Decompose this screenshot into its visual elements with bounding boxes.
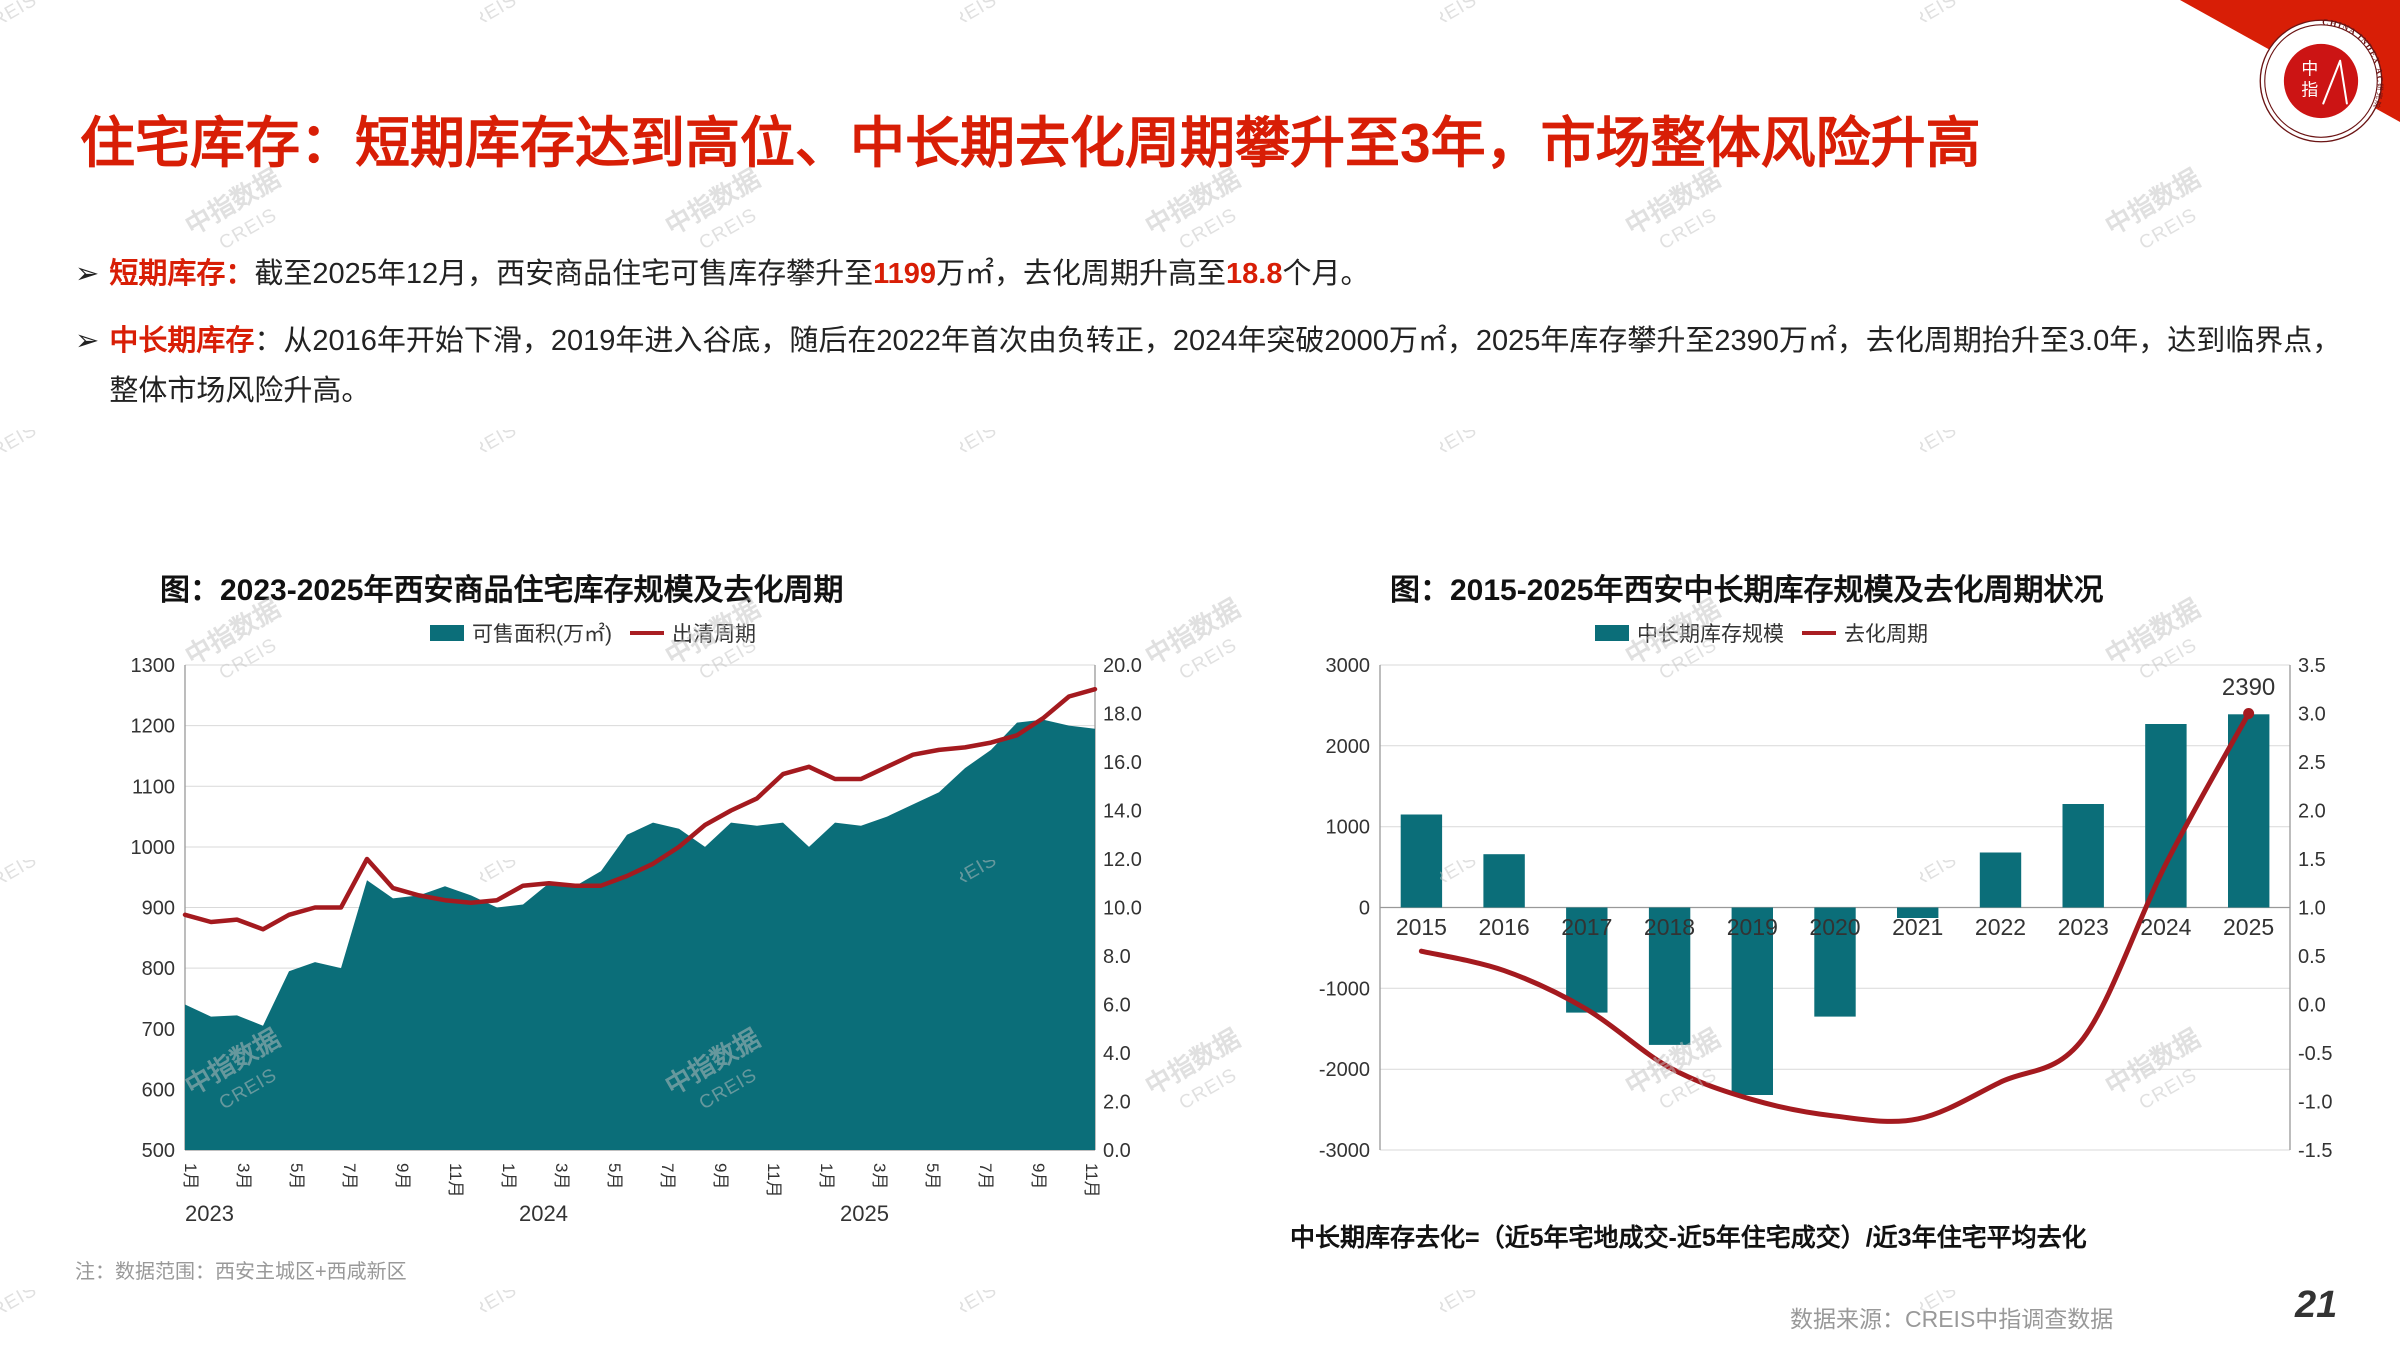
svg-text:1100: 1100: [132, 776, 175, 798]
svg-text:11月: 11月: [764, 1163, 783, 1198]
svg-text:-1000: -1000: [1319, 978, 1370, 1000]
svg-text:0.5: 0.5: [2298, 946, 2326, 968]
svg-text:2016: 2016: [1479, 914, 1530, 940]
svg-text:2024: 2024: [2140, 914, 2191, 940]
svg-text:1月: 1月: [499, 1163, 518, 1189]
svg-text:8.0: 8.0: [1103, 946, 1131, 968]
svg-text:4.0: 4.0: [1103, 1043, 1131, 1065]
svg-text:1.5: 1.5: [2298, 849, 2326, 871]
svg-text:11月: 11月: [446, 1163, 465, 1198]
svg-text:中: 中: [2301, 59, 2318, 78]
svg-text:700: 700: [142, 1019, 175, 1041]
svg-text:0.0: 0.0: [1103, 1140, 1131, 1162]
svg-text:6.0: 6.0: [1103, 995, 1131, 1017]
svg-text:2.5: 2.5: [2298, 752, 2326, 774]
svg-text:-3000: -3000: [1319, 1140, 1370, 1162]
svg-text:0: 0: [1359, 898, 1370, 920]
svg-text:14.0: 14.0: [1103, 801, 1142, 823]
svg-text:11月: 11月: [1082, 1163, 1101, 1198]
svg-text:12.0: 12.0: [1103, 849, 1142, 871]
svg-text:1000: 1000: [1326, 817, 1371, 839]
svg-text:7月: 7月: [340, 1163, 359, 1189]
svg-text:5月: 5月: [605, 1163, 624, 1189]
svg-text:2000: 2000: [1326, 736, 1371, 758]
svg-text:2.0: 2.0: [2298, 801, 2326, 823]
svg-text:2023: 2023: [2058, 914, 2109, 940]
svg-text:16.0: 16.0: [1103, 752, 1142, 774]
svg-text:2390: 2390: [2222, 674, 2275, 701]
svg-text:900: 900: [142, 898, 175, 920]
svg-text:18.0: 18.0: [1103, 704, 1142, 726]
svg-text:-2000: -2000: [1319, 1059, 1370, 1081]
svg-text:1200: 1200: [131, 716, 176, 738]
svg-text:-1.5: -1.5: [2298, 1140, 2332, 1162]
svg-text:2024: 2024: [519, 1201, 568, 1225]
svg-text:800: 800: [142, 958, 175, 980]
svg-text:1月: 1月: [817, 1163, 836, 1189]
svg-text:2021: 2021: [1892, 914, 1943, 940]
svg-text:2025: 2025: [840, 1201, 889, 1225]
svg-text:5月: 5月: [923, 1163, 942, 1189]
svg-text:3月: 3月: [552, 1163, 571, 1189]
svg-text:3000: 3000: [1326, 655, 1371, 677]
svg-text:1000: 1000: [131, 837, 176, 859]
svg-text:2.0: 2.0: [1103, 1092, 1131, 1114]
svg-text:2017: 2017: [1561, 914, 1612, 940]
svg-text:600: 600: [142, 1079, 175, 1101]
svg-text:-1.0: -1.0: [2298, 1092, 2332, 1114]
svg-text:9月: 9月: [1029, 1163, 1048, 1189]
svg-text:5月: 5月: [287, 1163, 306, 1189]
svg-text:2019: 2019: [1727, 914, 1778, 940]
svg-text:3月: 3月: [870, 1163, 889, 1189]
svg-text:-0.5: -0.5: [2298, 1043, 2332, 1065]
svg-text:指: 指: [2301, 81, 2318, 100]
svg-text:20.0: 20.0: [1103, 655, 1142, 677]
svg-text:3.0: 3.0: [2298, 704, 2326, 726]
svg-text:7月: 7月: [976, 1163, 995, 1189]
svg-text:1月: 1月: [181, 1163, 200, 1189]
svg-text:1.0: 1.0: [2298, 898, 2326, 920]
svg-text:3月: 3月: [234, 1163, 253, 1189]
svg-text:3.5: 3.5: [2298, 655, 2326, 677]
svg-text:2018: 2018: [1644, 914, 1695, 940]
svg-text:2015: 2015: [1396, 914, 1447, 940]
svg-text:9月: 9月: [711, 1163, 730, 1189]
svg-text:1300: 1300: [131, 655, 176, 677]
svg-text:2023: 2023: [185, 1201, 234, 1225]
svg-text:7月: 7月: [658, 1163, 677, 1189]
svg-text:2025: 2025: [2223, 914, 2274, 940]
svg-text:10.0: 10.0: [1103, 898, 1142, 920]
svg-text:2020: 2020: [1809, 914, 1860, 940]
svg-text:9月: 9月: [393, 1163, 412, 1189]
svg-text:500: 500: [142, 1140, 175, 1162]
svg-text:2022: 2022: [1975, 914, 2026, 940]
svg-text:0.0: 0.0: [2298, 995, 2326, 1017]
